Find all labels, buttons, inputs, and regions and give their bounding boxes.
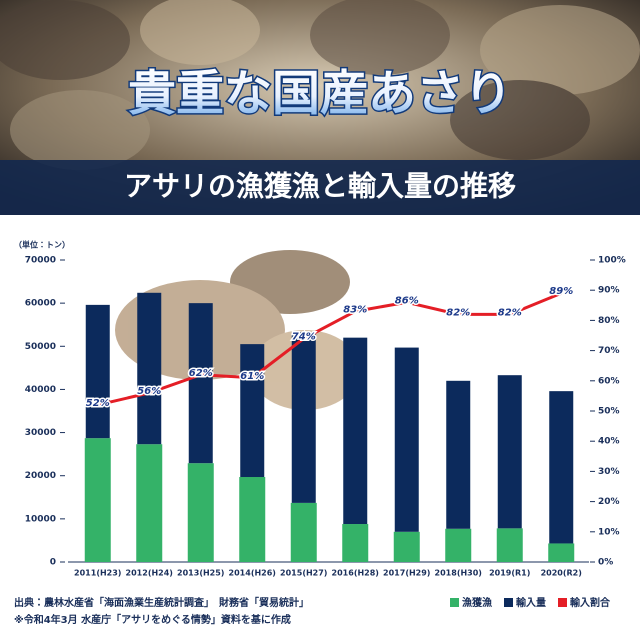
x-tick-label: 2013(H25) <box>177 569 224 578</box>
chart-subtitle: アサリの漁獲漁と輸入量の推移 <box>124 170 516 203</box>
bar <box>84 438 111 562</box>
data-label: 62% <box>189 368 213 379</box>
x-tick-label: 2018(H30) <box>435 569 482 578</box>
legend-label: 輸入量 <box>516 596 546 609</box>
bar <box>290 502 317 562</box>
y2-tick-label: 0% <box>598 558 613 568</box>
data-label: 74% <box>292 332 316 343</box>
line <box>97 291 562 407</box>
data-label: 56% <box>137 386 161 397</box>
y-tick-label: 70000 <box>25 256 56 266</box>
bar <box>549 391 574 544</box>
bar <box>85 304 110 439</box>
y-tick-label: 10000 <box>25 514 56 524</box>
y-tick-label: 0 <box>50 558 56 568</box>
y2-tick-label: 70% <box>598 346 620 356</box>
x-tick-label: 2019(R1) <box>489 569 530 578</box>
y2-tick-label: 60% <box>598 376 620 386</box>
legend-label: 輸入割合 <box>570 596 611 609</box>
legend-swatch <box>450 598 459 607</box>
bar <box>239 477 266 562</box>
data-label: 89% <box>549 286 573 297</box>
shells <box>0 0 640 170</box>
bar <box>137 292 162 445</box>
bar <box>548 543 575 562</box>
y2-tick-label: 90% <box>598 286 620 296</box>
data-label: 61% <box>240 371 264 382</box>
bar <box>240 344 265 478</box>
bar <box>446 380 471 529</box>
bar <box>496 528 523 562</box>
source-note: ※令和4年3月 水産庁「アサリをめぐる情勢」資料を基に作成 <box>14 613 291 626</box>
y-tick-label: 30000 <box>25 428 56 438</box>
bar <box>445 528 472 562</box>
x-tick-label: 2015(H27) <box>280 569 327 578</box>
source-note: 出典：農林水産省「海面漁業生産統計調査」 財務省「貿易統計」 <box>14 596 309 609</box>
data-label: 82% <box>498 307 522 318</box>
chart-title: 貴重な国産あさり <box>128 66 512 122</box>
y2-tick-label: 50% <box>598 407 620 417</box>
x-tick-label: 2017(H29) <box>383 569 430 578</box>
data-label: 86% <box>395 295 419 306</box>
bar <box>342 524 369 562</box>
subtitle-band <box>0 160 640 215</box>
x-tick-label: 2020(R2) <box>541 569 582 578</box>
legend-label: 漁獲漁 <box>462 596 492 609</box>
data-label: 52% <box>86 398 110 409</box>
y-tick-label: 40000 <box>25 385 56 395</box>
bar <box>188 303 213 464</box>
y-tick-label: 50000 <box>25 342 56 352</box>
bar <box>394 347 419 532</box>
x-tick-label: 2011(H23) <box>74 569 121 578</box>
y2-tick-label: 10% <box>598 527 620 537</box>
bar <box>343 337 368 525</box>
y2-tick-label: 20% <box>598 497 620 507</box>
y2-tick-label: 40% <box>598 437 620 447</box>
y-tick-label: 20000 <box>25 471 56 481</box>
bar <box>291 332 316 503</box>
y2-tick-label: 30% <box>598 467 620 477</box>
x-tick-label: 2016(H28) <box>332 569 379 578</box>
y-tick-label: 60000 <box>25 299 56 309</box>
y2-tick-label: 100% <box>598 256 626 266</box>
x-tick-label: 2014(H26) <box>229 569 276 578</box>
data-label: 83% <box>343 304 367 315</box>
data-label: 82% <box>446 307 470 318</box>
x-tick-label: 2012(H24) <box>126 569 173 578</box>
y2-tick-label: 80% <box>598 316 620 326</box>
bar <box>187 463 214 562</box>
legend-swatch <box>558 598 567 607</box>
bar <box>497 375 522 529</box>
legend-swatch <box>504 598 513 607</box>
bar <box>393 531 420 562</box>
y-axis-label: （単位：トン） <box>14 240 70 250</box>
bar <box>136 444 163 562</box>
